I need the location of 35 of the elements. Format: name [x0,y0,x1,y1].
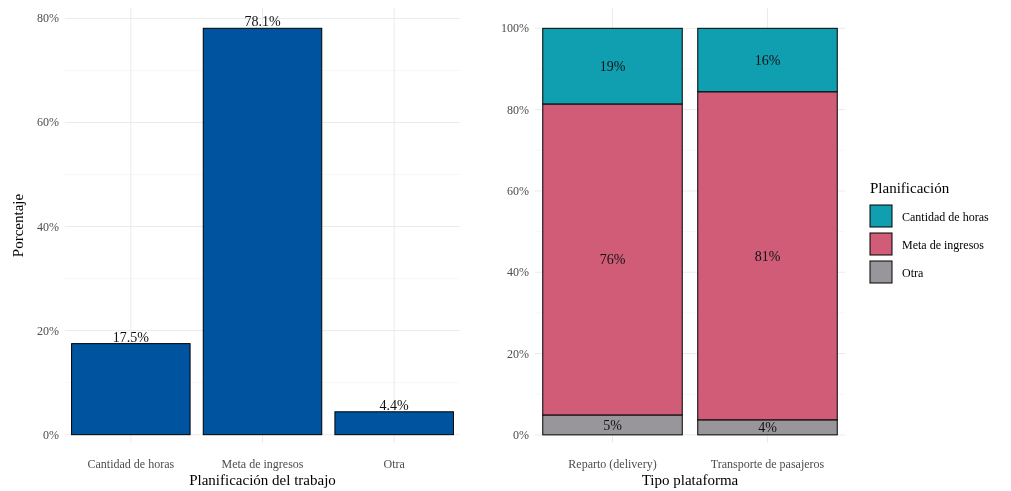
y-tick-label: 60% [37,115,59,130]
x-tick-label: Transporte de pasajeros [710,457,825,471]
y-tick-label: 100% [501,21,529,36]
data-label: 5% [603,417,623,433]
legend-title: Planificación [870,180,950,196]
y-tick-label: 40% [37,219,59,234]
bar [71,343,191,436]
data-label: 81% [754,248,781,264]
x-tick-label: Otra [383,457,406,471]
x-axis-title: Tipo plataforma [641,472,739,488]
y-tick-label: 40% [507,265,529,280]
bar [334,411,454,436]
x-tick-label: Reparto (delivery) [568,457,657,471]
y-tick-label: 20% [507,346,529,361]
legend-label: Otra [902,266,924,280]
x-tick-label: Cantidad de horas [87,457,175,471]
y-tick-label: 60% [507,183,529,198]
data-label: 17.5% [112,329,150,345]
x-tick-label: Meta de ingresos [221,457,304,471]
legend-label: Meta de ingresos [902,238,985,252]
x-axis-title: Planificación del trabajo [189,472,336,488]
data-label: 4.4% [379,397,410,413]
bar [202,27,323,436]
data-label: 16% [754,53,781,69]
y-tick-label: 80% [507,102,529,117]
data-label: 4% [758,420,778,436]
data-label: 76% [599,252,626,268]
y-tick-label: 0% [513,427,529,442]
y-tick-label: 20% [37,323,59,338]
legend-label: Cantidad de horas [902,210,989,224]
y-tick-label: 0% [43,427,59,442]
data-label: 78.1% [244,14,281,30]
y-axis-title: Porcentaje [10,193,26,258]
data-label: 19% [599,59,626,75]
y-tick-label: 80% [37,11,59,26]
